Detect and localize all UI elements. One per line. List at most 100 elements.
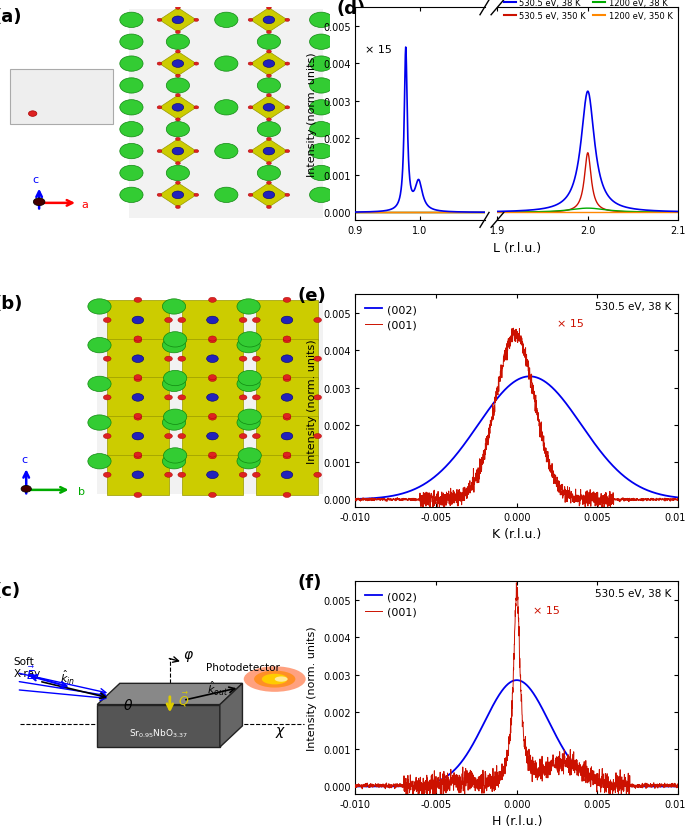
Circle shape xyxy=(164,332,187,347)
Text: Nb: Nb xyxy=(52,93,71,106)
Circle shape xyxy=(103,395,111,400)
(001) xyxy=(665,495,673,504)
Circle shape xyxy=(157,107,162,110)
Circle shape xyxy=(310,144,333,160)
Polygon shape xyxy=(256,416,318,457)
Polygon shape xyxy=(182,300,243,341)
Circle shape xyxy=(314,473,321,478)
Ellipse shape xyxy=(244,667,306,692)
Circle shape xyxy=(103,318,111,323)
Polygon shape xyxy=(160,140,197,164)
Text: Soft
X-ray: Soft X-ray xyxy=(13,657,40,678)
Polygon shape xyxy=(160,184,197,208)
Polygon shape xyxy=(251,96,287,120)
Circle shape xyxy=(175,7,180,10)
Circle shape xyxy=(134,298,142,303)
Circle shape xyxy=(178,395,186,400)
Circle shape xyxy=(194,107,199,110)
Circle shape xyxy=(263,17,275,25)
Text: 530.5 eV, 38 K: 530.5 eV, 38 K xyxy=(595,301,672,311)
X-axis label: K (r.l.u.): K (r.l.u.) xyxy=(492,528,541,541)
Circle shape xyxy=(248,107,253,110)
Circle shape xyxy=(214,13,238,28)
Circle shape xyxy=(208,338,216,343)
Polygon shape xyxy=(97,705,220,748)
Circle shape xyxy=(253,395,260,400)
Circle shape xyxy=(134,414,142,419)
Polygon shape xyxy=(108,455,169,495)
(001) xyxy=(499,351,508,361)
Circle shape xyxy=(237,377,260,392)
Circle shape xyxy=(237,454,260,469)
Text: $\theta$: $\theta$ xyxy=(123,697,134,712)
(002) xyxy=(512,676,521,686)
Polygon shape xyxy=(182,416,243,457)
Circle shape xyxy=(23,79,42,91)
Circle shape xyxy=(175,119,180,122)
Text: (e): (e) xyxy=(297,286,326,304)
Circle shape xyxy=(253,473,260,478)
Circle shape xyxy=(175,138,180,141)
Ellipse shape xyxy=(254,671,295,688)
Circle shape xyxy=(166,79,190,94)
(001) xyxy=(500,762,508,772)
Circle shape xyxy=(207,356,219,363)
FancyBboxPatch shape xyxy=(129,11,323,218)
Text: (d): (d) xyxy=(336,0,365,17)
Circle shape xyxy=(103,434,111,439)
Circle shape xyxy=(283,338,291,343)
Circle shape xyxy=(238,371,262,386)
Circle shape xyxy=(175,162,180,165)
Circle shape xyxy=(194,19,199,22)
Circle shape xyxy=(266,75,271,79)
Text: a: a xyxy=(81,199,88,210)
(001) xyxy=(509,323,517,333)
Circle shape xyxy=(207,394,219,402)
Circle shape xyxy=(283,414,291,419)
Circle shape xyxy=(283,493,291,498)
(002) xyxy=(499,386,508,396)
(002) xyxy=(665,491,673,501)
Circle shape xyxy=(239,318,247,323)
Circle shape xyxy=(162,299,186,315)
Circle shape xyxy=(285,151,290,154)
Circle shape xyxy=(134,452,142,457)
Circle shape xyxy=(162,454,186,469)
Polygon shape xyxy=(251,184,287,208)
Circle shape xyxy=(132,394,144,402)
Circle shape xyxy=(88,415,111,431)
Circle shape xyxy=(266,7,271,10)
Circle shape xyxy=(266,182,271,185)
Circle shape xyxy=(208,414,216,419)
Y-axis label: Intensity (norm. units): Intensity (norm. units) xyxy=(308,339,317,463)
Text: c: c xyxy=(21,455,27,465)
Circle shape xyxy=(266,162,271,165)
Polygon shape xyxy=(108,416,169,457)
Circle shape xyxy=(263,148,275,155)
(002) xyxy=(674,782,682,791)
Circle shape xyxy=(88,338,111,353)
Circle shape xyxy=(237,415,260,431)
Text: $\chi$: $\chi$ xyxy=(275,724,286,739)
Circle shape xyxy=(175,94,180,98)
Y-axis label: Intensity (norm. units): Intensity (norm. units) xyxy=(308,52,317,177)
Polygon shape xyxy=(256,378,318,418)
Circle shape xyxy=(281,317,292,324)
Text: 530.5 eV, 38 K: 530.5 eV, 38 K xyxy=(595,588,672,598)
Polygon shape xyxy=(108,300,169,341)
Text: Photodetector: Photodetector xyxy=(206,662,279,672)
Text: b: b xyxy=(78,486,85,496)
Circle shape xyxy=(103,473,111,478)
Circle shape xyxy=(283,337,291,342)
(001) xyxy=(508,331,516,341)
Circle shape xyxy=(162,415,186,431)
Polygon shape xyxy=(108,339,169,380)
Circle shape xyxy=(285,19,290,22)
Circle shape xyxy=(310,57,333,72)
Line: (001): (001) xyxy=(356,328,678,512)
(002) xyxy=(499,684,508,694)
Circle shape xyxy=(178,318,186,323)
Circle shape xyxy=(239,395,247,400)
Polygon shape xyxy=(182,455,243,495)
Ellipse shape xyxy=(275,676,288,682)
